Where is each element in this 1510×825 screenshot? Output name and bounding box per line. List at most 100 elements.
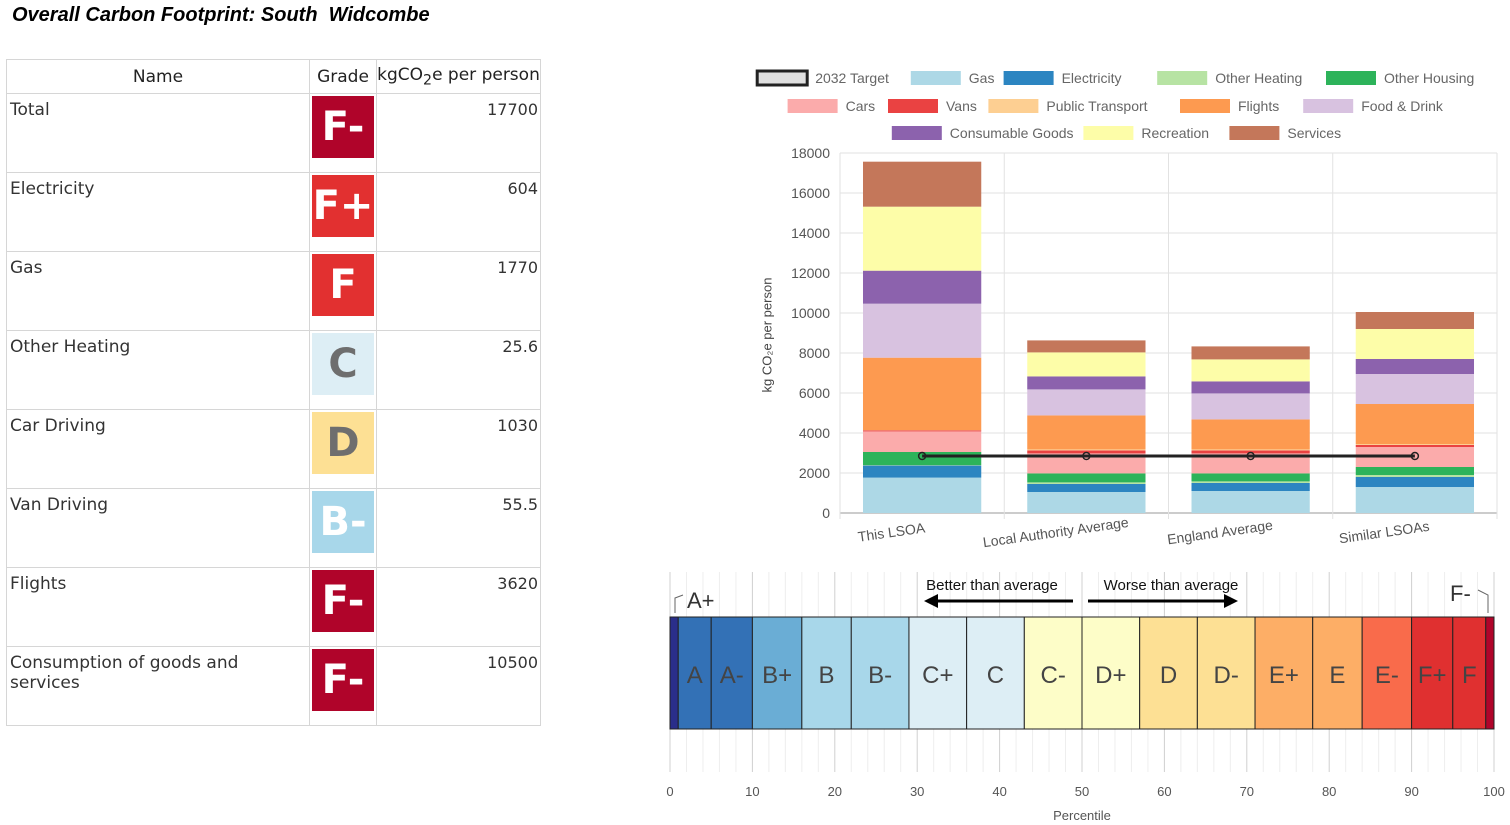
- legend-label: Electricity: [1062, 70, 1122, 86]
- row-grade-cell: D: [309, 409, 377, 489]
- grade-table: Name Grade kgCO2e per person Total F- 1770…: [6, 59, 541, 726]
- percentile-tick-label: 100: [1483, 784, 1505, 799]
- grade-band: [751, 616, 803, 730]
- y-tick-label: 0: [822, 505, 830, 521]
- bar-segment: [1355, 487, 1475, 513]
- grade-badge: F+: [312, 175, 374, 237]
- legend-label: Food & Drink: [1361, 98, 1444, 114]
- grade-badge: F-: [312, 96, 374, 158]
- grade-band: [1023, 616, 1083, 730]
- top-grade-bracket: [674, 594, 684, 613]
- legend-label: Gas: [969, 70, 995, 86]
- percentile-tick-label: 60: [1157, 784, 1171, 799]
- bar-segment: [862, 206, 982, 271]
- better-arrow-head: [924, 594, 938, 608]
- grade-band: [1452, 616, 1487, 730]
- percentile-axis-label: Percentile: [1053, 808, 1111, 823]
- table-row: Total F- 17700: [6, 93, 541, 173]
- row-grade-cell: F: [309, 251, 377, 331]
- bar-segment: [1355, 467, 1475, 475]
- bar-segment: [1027, 415, 1146, 450]
- grade-band-label: E+: [1269, 662, 1299, 689]
- legend-label: Public Transport: [1046, 98, 1147, 114]
- grade-band: [677, 616, 712, 730]
- x-tick-label: Local Authority Average: [982, 514, 1130, 550]
- bar-segment: [1027, 492, 1146, 513]
- grade-band: [801, 616, 852, 730]
- row-grade-cell: F-: [309, 646, 377, 726]
- legend-swatch: [1083, 126, 1134, 140]
- percentile-tick-label: 30: [910, 784, 924, 799]
- x-tick-label: England Average: [1166, 517, 1274, 548]
- legend-label: Flights: [1238, 98, 1279, 114]
- bar-segment: [1355, 374, 1475, 404]
- legend-swatch: [1303, 99, 1354, 113]
- bar-segment: [1027, 352, 1146, 377]
- legend-label: 2032 Target: [815, 70, 889, 86]
- percentile-tick-label: 20: [828, 784, 842, 799]
- target-point: [1410, 451, 1420, 461]
- grade-band: [1312, 616, 1363, 730]
- grade-band-label: A-: [720, 662, 744, 689]
- y-tick-label: 8000: [799, 345, 830, 361]
- grade-band-label: F+: [1418, 662, 1447, 689]
- legend-swatch: [891, 126, 942, 140]
- target-line: [917, 451, 1420, 461]
- y-tick-label: 2000: [799, 465, 830, 481]
- row-value: 1770: [376, 251, 541, 331]
- bar-segment: [1027, 340, 1146, 353]
- target-point: [1246, 451, 1255, 461]
- grade-band: [850, 616, 910, 730]
- bar-segment: [1191, 473, 1310, 482]
- grade-band-label: F: [1462, 662, 1477, 689]
- bar-segment: [1355, 444, 1475, 445]
- legend-swatch: [755, 69, 809, 87]
- table-row: Car Driving D 1030: [6, 409, 541, 489]
- row-name: Consumption of goods and services: [6, 646, 310, 726]
- bar-segment: [1355, 359, 1475, 374]
- bar-segment: [862, 431, 982, 452]
- header-value: kgCO2e per person: [376, 59, 541, 94]
- grade-band-label: E: [1329, 662, 1345, 689]
- percentile-chart: A A- B+ B B- C+ C C- D+ D D- E+ E E- F+ F 0 10 20 30 40 50 60 7…: [666, 572, 1505, 799]
- legend-swatch: [910, 71, 961, 85]
- percentile-tick-label: 0: [666, 784, 673, 799]
- grade-band: [1254, 616, 1314, 730]
- bar-segment: [1355, 312, 1475, 329]
- page-title: Overall Carbon Footprint: South Widcombe: [12, 4, 430, 26]
- bar-segment: [862, 452, 982, 465]
- legend-swatch: [1326, 71, 1376, 85]
- grade-band-label: D-: [1214, 662, 1239, 689]
- percentile-tick-label: 10: [745, 784, 759, 799]
- grade-band: [1196, 616, 1256, 730]
- header-value-sub: 2: [423, 72, 433, 89]
- bar-segment: [862, 465, 982, 466]
- bar-segment: [1355, 329, 1475, 359]
- grade-band: [1139, 616, 1198, 730]
- table-body: Total F- 17700 Electricity F+ 604 Gas F 1770 Othe…: [6, 93, 541, 726]
- target-point: [1082, 451, 1091, 461]
- percentile-tick-label: 50: [1075, 784, 1089, 799]
- bottom-grade-label: F-: [1450, 581, 1471, 606]
- grade-band-label: C+: [922, 662, 953, 689]
- legend-label: Recreation: [1141, 125, 1209, 141]
- bar-segment: [1191, 449, 1310, 451]
- bar-segment: [1355, 475, 1475, 477]
- bar-segment: [862, 357, 982, 431]
- grade-band-label: C: [987, 662, 1004, 689]
- row-value: 604: [376, 172, 541, 252]
- y-tick-label: 16000: [791, 185, 830, 201]
- header-value-suffix: e per person: [432, 64, 540, 85]
- table-row: Consumption of goods and services F- 10500: [6, 646, 541, 726]
- row-name: Gas: [6, 251, 310, 331]
- grade-band: [669, 616, 679, 730]
- grade-badge: C: [312, 333, 374, 395]
- top-grade-label: A+: [687, 588, 715, 613]
- bar-segment: [862, 477, 982, 513]
- bar-segment: [1027, 389, 1146, 416]
- grade-band-label: B: [819, 662, 835, 689]
- bottom-grade-bracket: [1477, 589, 1489, 613]
- grade-band-label: C-: [1040, 662, 1065, 689]
- bar-segment: [1191, 359, 1310, 382]
- legend-swatch: [1229, 126, 1280, 140]
